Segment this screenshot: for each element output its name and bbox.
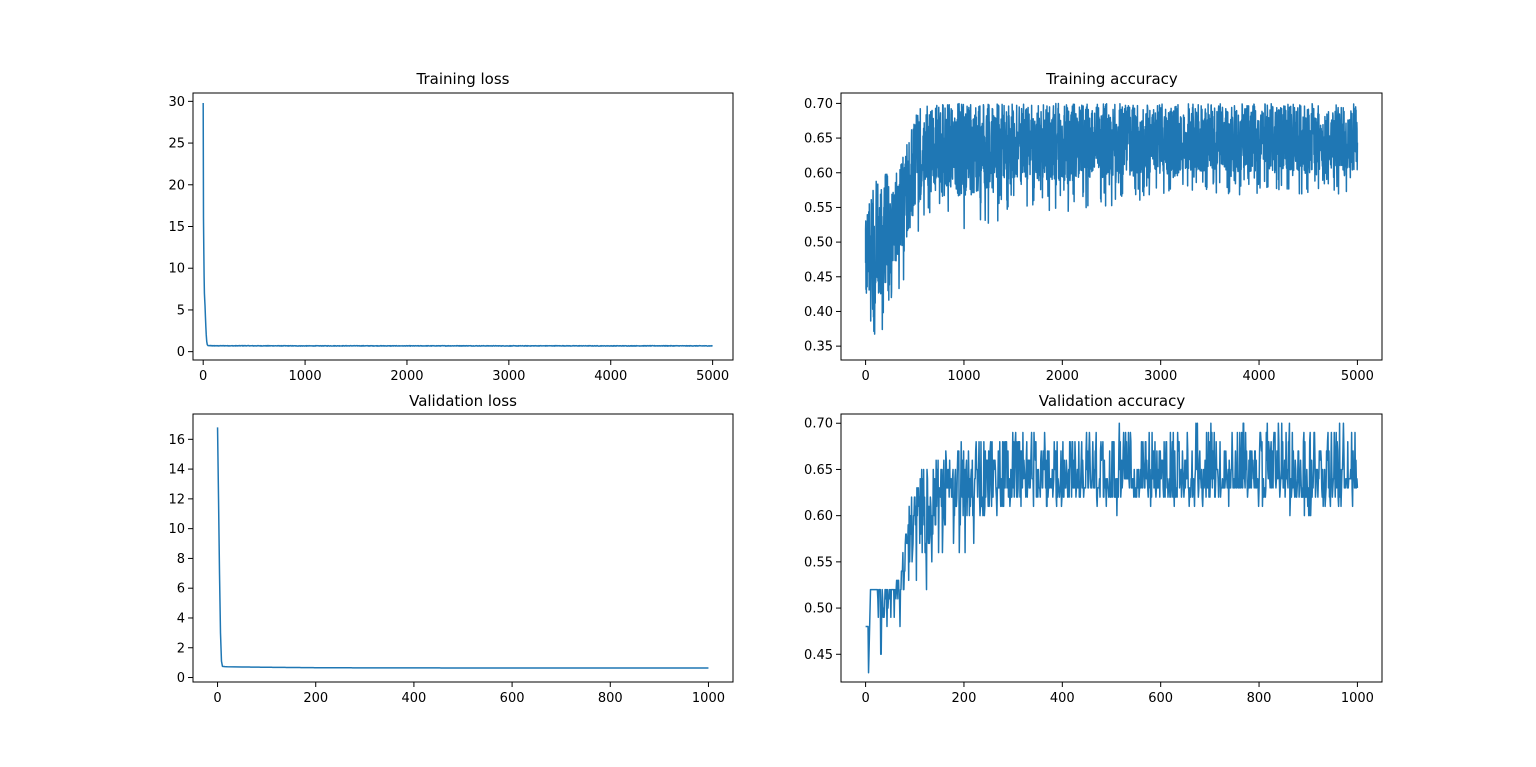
validation-loss-x-tick-label: 400 (401, 691, 426, 706)
training-accuracy-y-tick-label: 0.50 (804, 236, 833, 251)
training-accuracy-x-tick-label: 0 (861, 369, 869, 384)
training-loss-x-tick-label: 4000 (594, 369, 627, 384)
validation-loss-frame (192, 413, 734, 683)
training-accuracy-series-line (864, 102, 1359, 335)
training-accuracy-y-tick-label: 0.60 (804, 166, 833, 181)
validation-accuracy-axes: Validation accuracy 0 200 400 600 800 1000 0.4… (804, 392, 1383, 706)
validation-accuracy-x-tick-label: 0 (861, 691, 869, 706)
validation-loss-x-tick-label: 1000 (692, 691, 725, 706)
training-loss-y-tick-label: 5 (177, 303, 185, 318)
validation-accuracy-y-tick-label: 0.45 (804, 648, 833, 663)
validation-accuracy-x-tick-label: 400 (1050, 691, 1075, 706)
validation-loss-y-tick-label: 12 (168, 492, 185, 507)
training-accuracy-x-tick-label: 5000 (1341, 369, 1374, 384)
training-loss-x-tick-label: 5000 (696, 369, 729, 384)
validation-loss-axes: Validation loss 0 200 400 600 800 1000 0 2 4 6 8 10… (168, 392, 734, 706)
training-accuracy-x-tick-label: 1000 (947, 369, 980, 384)
validation-loss-y-tick-label: 0 (177, 671, 185, 686)
validation-accuracy-x-tick-label: 200 (952, 691, 977, 706)
validation-accuracy-x-tick-label: 800 (1247, 691, 1272, 706)
validation-loss-y-tick-label: 4 (177, 611, 185, 626)
training-loss-series-line (202, 103, 714, 347)
validation-loss-x-tick-label: 200 (303, 691, 328, 706)
training-loss-y-tick-label: 15 (168, 220, 185, 235)
validation-loss-x-tick-label: 600 (500, 691, 525, 706)
training-loss-y-tick-label: 10 (168, 262, 185, 277)
validation-accuracy-y-tick-label: 0.70 (804, 417, 833, 432)
validation-accuracy-x-tick-label: 1000 (1341, 691, 1374, 706)
validation-accuracy-y-tick-label: 0.50 (804, 602, 833, 617)
training-loss-y-tick-label: 20 (168, 178, 185, 193)
training-loss-axes: Training loss 0 1000 2000 3000 4000 5000 0 5 10 1… (168, 70, 734, 384)
training-accuracy-x-tick-label: 2000 (1046, 369, 1079, 384)
validation-accuracy-y-tick-label: 0.55 (804, 555, 833, 570)
training-accuracy-axes: Training accuracy 0 1000 2000 3000 4000 5000 0… (804, 70, 1383, 384)
validation-accuracy-y-tick-label: 0.60 (804, 509, 833, 524)
validation-loss-x-tick-label: 800 (598, 691, 623, 706)
training-loss-title: Training loss (416, 70, 510, 88)
training-loss-x-tick-label: 1000 (289, 369, 322, 384)
training-loss-y-tick-label: 25 (168, 137, 185, 152)
training-loss-y-tick-label: 0 (177, 345, 185, 360)
validation-loss-title: Validation loss (409, 392, 517, 410)
validation-loss-series-line (216, 427, 709, 669)
training-accuracy-x-tick-label: 3000 (1144, 369, 1177, 384)
training-accuracy-frame (840, 92, 1383, 361)
validation-accuracy-frame (840, 413, 1383, 683)
training-accuracy-y-tick-label: 0.35 (804, 340, 833, 355)
validation-loss-y-tick-label: 10 (168, 522, 185, 537)
training-accuracy-y-tick-label: 0.55 (804, 201, 833, 216)
validation-loss-y-tick-label: 8 (177, 552, 185, 567)
training-loss-x-tick-label: 3000 (492, 369, 525, 384)
training-accuracy-y-tick-label: 0.40 (804, 305, 833, 320)
training-accuracy-y-tick-label: 0.45 (804, 270, 833, 285)
training-accuracy-y-tick-label: 0.70 (804, 97, 833, 112)
validation-loss-x-tick-label: 0 (213, 691, 221, 706)
validation-accuracy-y-tick-label: 0.65 (804, 463, 833, 478)
validation-loss-y-tick-label: 6 (177, 582, 185, 597)
validation-accuracy-x-tick-label: 600 (1148, 691, 1173, 706)
validation-loss-y-tick-label: 16 (168, 433, 185, 448)
validation-accuracy-series-line (865, 422, 1359, 674)
training-accuracy-y-tick-label: 0.65 (804, 132, 833, 147)
training-accuracy-x-tick-label: 4000 (1242, 369, 1275, 384)
validation-loss-y-tick-label: 2 (177, 641, 185, 656)
validation-loss-y-tick-label: 14 (168, 463, 185, 478)
training-loss-x-tick-label: 0 (199, 369, 207, 384)
training-loss-x-tick-label: 2000 (390, 369, 423, 384)
training-loss-y-tick-label: 30 (168, 95, 185, 110)
validation-accuracy-title: Validation accuracy (1039, 392, 1186, 410)
training-accuracy-title: Training accuracy (1045, 70, 1178, 88)
